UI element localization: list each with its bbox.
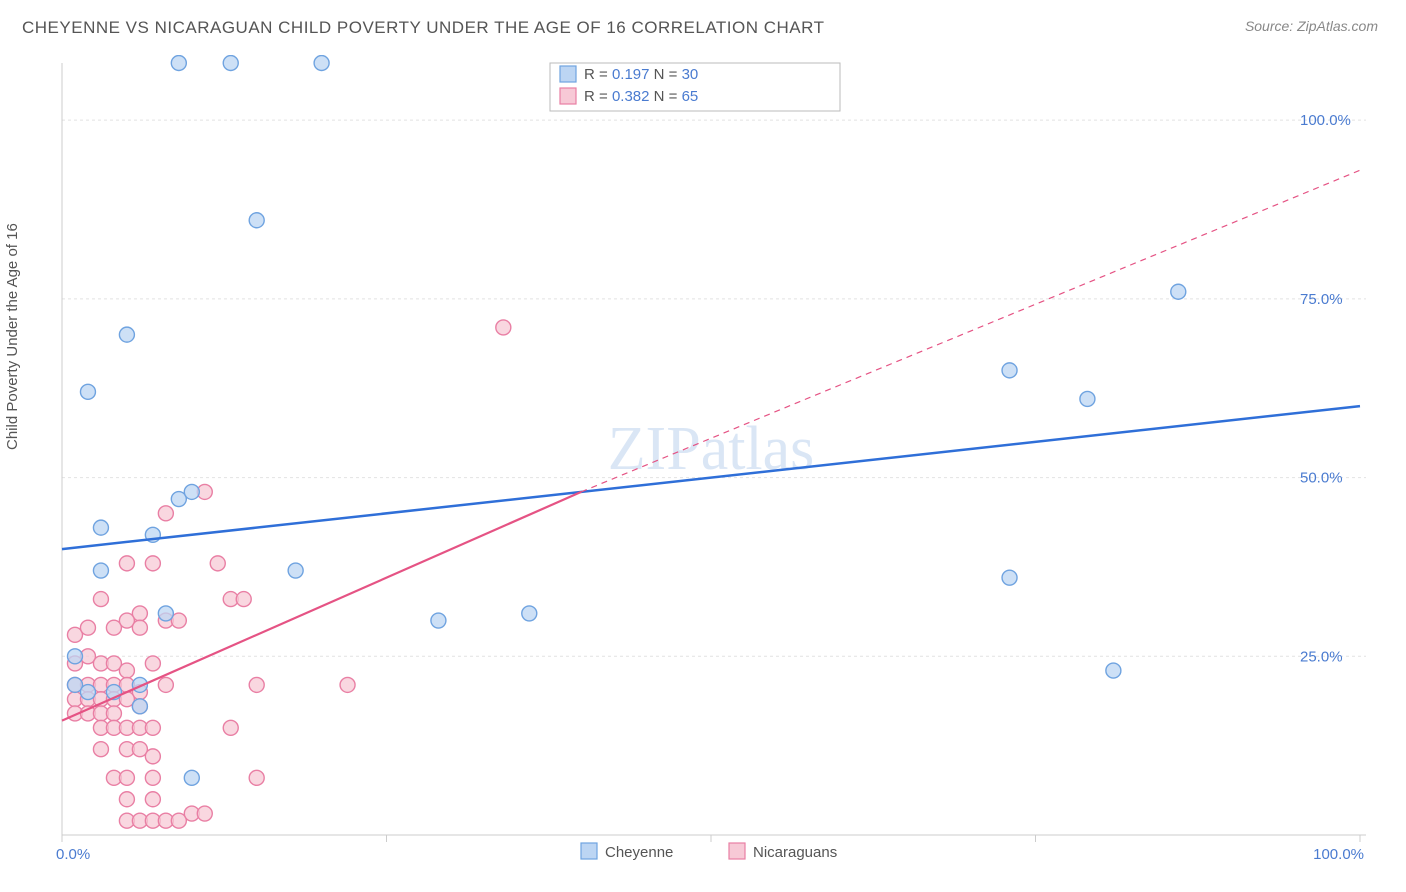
scatter-point xyxy=(1171,284,1186,299)
scatter-point xyxy=(93,520,108,535)
scatter-point xyxy=(67,649,82,664)
legend-label: Cheyenne xyxy=(605,844,673,861)
svg-text:ZIPatlas: ZIPatlas xyxy=(608,415,815,483)
svg-text:25.0%: 25.0% xyxy=(1300,648,1343,665)
scatter-point xyxy=(184,770,199,785)
scatter-point xyxy=(145,656,160,671)
scatter-point xyxy=(223,56,238,71)
scatter-point xyxy=(249,677,264,692)
scatter-point xyxy=(197,806,212,821)
scatter-point xyxy=(340,677,355,692)
legend-stats: R = 0.197 N = 30 xyxy=(584,66,698,83)
scatter-point xyxy=(496,320,511,335)
svg-text:75.0%: 75.0% xyxy=(1300,291,1343,308)
chart-title: CHEYENNE VS NICARAGUAN CHILD POVERTY UND… xyxy=(22,18,824,38)
scatter-point xyxy=(119,556,134,571)
scatter-point xyxy=(145,556,160,571)
scatter-point xyxy=(184,484,199,499)
scatter-point xyxy=(119,663,134,678)
scatter-point xyxy=(249,213,264,228)
scatter-point xyxy=(171,56,186,71)
svg-text:0.0%: 0.0% xyxy=(56,846,90,863)
svg-text:100.0%: 100.0% xyxy=(1313,846,1364,863)
scatter-point xyxy=(80,685,95,700)
scatter-point xyxy=(93,742,108,757)
scatter-point xyxy=(106,706,121,721)
scatter-point xyxy=(158,677,173,692)
scatter-point xyxy=(132,620,147,635)
scatter-point xyxy=(1002,363,1017,378)
scatter-point xyxy=(145,749,160,764)
scatter-point xyxy=(145,720,160,735)
scatter-point xyxy=(80,620,95,635)
source-label: Source: ZipAtlas.com xyxy=(1245,18,1378,34)
scatter-point xyxy=(223,720,238,735)
scatter-point xyxy=(210,556,225,571)
legend-swatch xyxy=(729,843,745,859)
scatter-point xyxy=(80,384,95,399)
legend-label: Nicaraguans xyxy=(753,844,837,861)
chart-container: 25.0% 50.0% 75.0% 100.0% 0.0% 100.0% ZIPatlas R… xyxy=(50,55,1380,870)
scatter-point xyxy=(1106,663,1121,678)
scatter-point xyxy=(93,563,108,578)
scatter-point xyxy=(314,56,329,71)
scatter-point xyxy=(119,792,134,807)
scatter-point xyxy=(145,792,160,807)
scatter-point xyxy=(249,770,264,785)
trend-line-extrapolated xyxy=(581,170,1360,492)
y-axis-label: Child Poverty Under the Age of 16 xyxy=(4,223,21,450)
scatter-point xyxy=(93,592,108,607)
scatter-point xyxy=(1002,570,1017,585)
scatter-point xyxy=(145,770,160,785)
svg-text:50.0%: 50.0% xyxy=(1300,470,1343,487)
scatter-point xyxy=(158,506,173,521)
scatter-point xyxy=(431,613,446,628)
legend-swatch xyxy=(581,843,597,859)
scatter-point xyxy=(119,770,134,785)
scatter-point xyxy=(288,563,303,578)
scatter-point xyxy=(132,699,147,714)
scatter-point xyxy=(158,606,173,621)
legend-swatch xyxy=(560,88,576,104)
svg-text:100.0%: 100.0% xyxy=(1300,112,1351,129)
legend-swatch xyxy=(560,66,576,82)
legend-stats: R = 0.382 N = 65 xyxy=(584,88,698,105)
scatter-point xyxy=(236,592,251,607)
scatter-chart: 25.0% 50.0% 75.0% 100.0% 0.0% 100.0% ZIPatlas R… xyxy=(50,55,1380,870)
scatter-point xyxy=(119,327,134,342)
scatter-point xyxy=(522,606,537,621)
scatter-point xyxy=(1080,391,1095,406)
